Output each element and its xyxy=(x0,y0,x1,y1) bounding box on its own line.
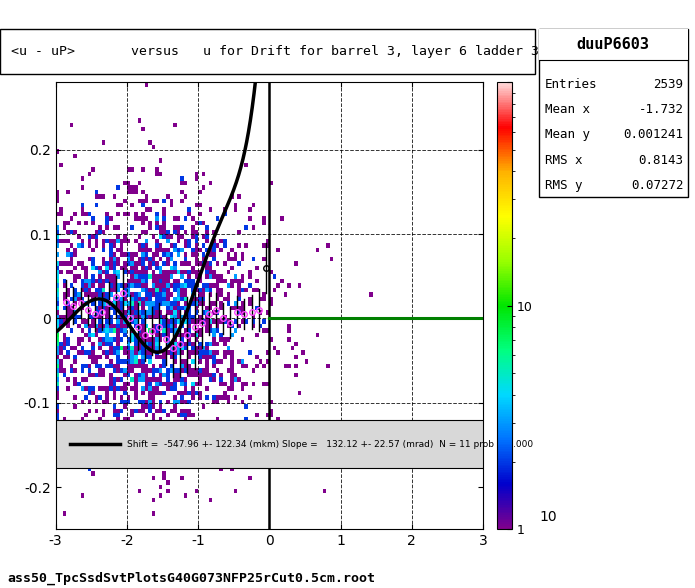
Text: RMS x: RMS x xyxy=(545,153,582,166)
Text: <u - uP>       versus   u for Drift for barrel 3, layer 6 ladder 3, wafer 6: <u - uP> versus u for Drift for barrel 3… xyxy=(10,45,611,58)
Text: 0.001241: 0.001241 xyxy=(623,128,684,142)
Bar xyxy=(539,29,688,59)
Text: Mean y: Mean y xyxy=(545,128,589,142)
Text: -1.732: -1.732 xyxy=(639,103,684,116)
Text: 0.8143: 0.8143 xyxy=(639,153,684,166)
Text: 0.07272: 0.07272 xyxy=(631,179,684,192)
Text: 10: 10 xyxy=(540,510,557,524)
Text: Mean x: Mean x xyxy=(545,103,589,116)
Text: ass50_TpcSsdSvtPlotsG40G073NFP25rCut0.5cm.root: ass50_TpcSsdSvtPlotsG40G073NFP25rCut0.5c… xyxy=(7,572,375,585)
Text: Shift =  -547.96 +- 122.34 (mkm) Slope =   132.12 +- 22.57 (mrad)  N = 11 prob =: Shift = -547.96 +- 122.34 (mkm) Slope = … xyxy=(127,440,533,449)
Text: Entries: Entries xyxy=(545,78,597,91)
Bar xyxy=(56,420,483,469)
Text: RMS y: RMS y xyxy=(545,179,582,192)
Text: 2539: 2539 xyxy=(653,78,684,91)
Text: duuP6603: duuP6603 xyxy=(577,37,650,52)
